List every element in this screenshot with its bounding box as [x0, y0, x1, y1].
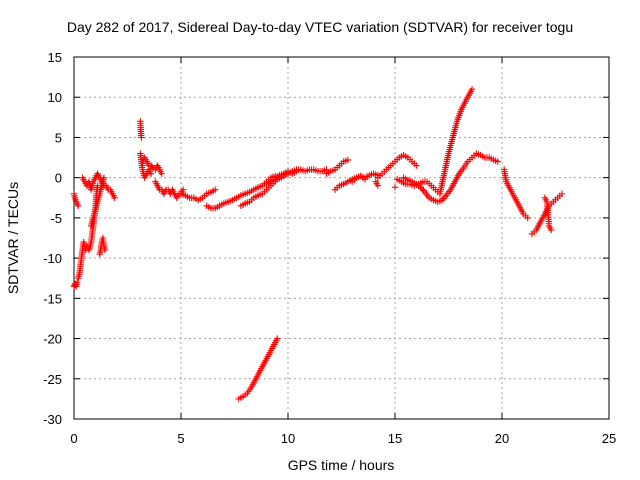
plot-frame [73, 56, 610, 420]
chart-title: Day 282 of 2017, Sidereal Day-to-day VTE… [67, 19, 573, 35]
x-tick-label: 0 [70, 431, 77, 446]
y-tick-label: -20 [43, 332, 62, 347]
data-point [558, 190, 566, 197]
y-tick-label: -25 [43, 372, 62, 387]
data-point [100, 174, 108, 181]
x-tick-label: 10 [281, 431, 295, 446]
data-points [70, 85, 566, 403]
data-point [524, 214, 531, 222]
y-tick-label: -10 [43, 251, 62, 266]
data-point [494, 158, 501, 165]
data-point [441, 193, 449, 201]
data-point [344, 156, 352, 164]
data-point [74, 279, 81, 286]
x-tick-label: 15 [388, 431, 402, 446]
y-axis-label: SDTVAR / TECUs [5, 182, 21, 294]
x-axis-ticks: 0 5 10 15 20 25 [70, 57, 616, 446]
data-point [361, 176, 369, 183]
y-axis-ticks: -30 -25 -20 -15 -10 -5 0 5 10 15 [43, 50, 609, 427]
x-tick-label: 25 [602, 431, 616, 446]
data-point [420, 187, 427, 194]
data-point [101, 246, 109, 254]
data-point [158, 170, 165, 177]
data-point [418, 185, 426, 193]
data-point [138, 134, 145, 141]
x-tick-label: 20 [495, 431, 509, 446]
grid-lines [74, 57, 609, 419]
y-tick-label: 15 [48, 50, 62, 65]
x-tick-label: 5 [177, 431, 184, 446]
x-axis-label: GPS time / hours [288, 457, 395, 473]
data-point [413, 162, 420, 169]
data-point [293, 168, 300, 175]
data-point [548, 226, 555, 234]
y-tick-label: 5 [55, 130, 62, 145]
data-point [75, 202, 82, 210]
data-point [148, 163, 156, 171]
y-tick-label: -5 [50, 211, 62, 226]
data-point [147, 170, 155, 177]
data-point [274, 335, 281, 342]
data-point [468, 85, 476, 93]
data-point [374, 182, 382, 189]
y-tick-label: -15 [43, 291, 62, 306]
data-point [111, 194, 118, 201]
y-tick-label: 10 [48, 90, 62, 105]
data-point [391, 184, 399, 191]
data-point [212, 186, 219, 193]
y-tick-label: -30 [43, 412, 62, 427]
y-tick-label: 0 [55, 171, 62, 186]
